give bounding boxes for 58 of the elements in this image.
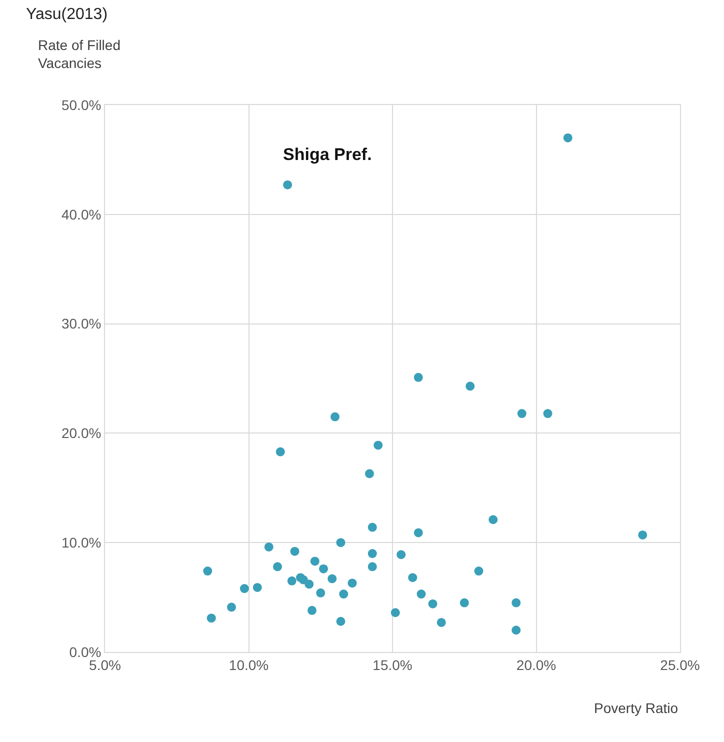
point <box>368 562 377 572</box>
point <box>339 590 348 599</box>
annotation: Shiga Pref. <box>283 145 372 164</box>
y-tick-label: 50.0% <box>61 96 102 113</box>
x-tick-label: 20.0% <box>516 656 556 673</box>
point <box>240 584 249 594</box>
point <box>319 564 328 574</box>
point <box>310 556 320 566</box>
point <box>408 573 418 582</box>
point <box>563 133 572 142</box>
point <box>512 626 521 635</box>
point <box>336 538 346 548</box>
point <box>460 598 469 608</box>
point <box>390 608 400 618</box>
y-axis-title: Rate of Filled Vacancies <box>38 37 120 72</box>
point <box>517 409 526 418</box>
y-tick-label: 40.0% <box>61 206 102 222</box>
x-tick-label: 15.0% <box>372 656 412 673</box>
point <box>227 602 236 612</box>
point <box>365 469 374 478</box>
point <box>290 546 300 556</box>
point <box>336 616 346 626</box>
point <box>203 566 212 576</box>
point <box>428 599 438 608</box>
point <box>252 582 262 592</box>
point <box>308 606 316 615</box>
point <box>436 618 446 627</box>
point <box>304 580 314 589</box>
point <box>206 614 216 623</box>
x-tick-label: 10.0% <box>228 656 269 673</box>
point <box>543 409 552 418</box>
y-tick-label: 20.0% <box>61 425 102 442</box>
point <box>368 549 377 558</box>
point <box>416 590 426 599</box>
point <box>638 530 648 540</box>
point <box>328 574 337 584</box>
text: Yasu(2013) <box>26 6 108 23</box>
x-tick-label: 25.0% <box>660 656 700 673</box>
point <box>368 522 377 532</box>
point <box>316 588 326 598</box>
point <box>474 566 484 576</box>
point <box>287 576 296 586</box>
x-axis-title: Poverty Ratio <box>594 700 678 716</box>
y-tick-label: 30.0% <box>61 316 102 332</box>
point <box>414 372 423 382</box>
point <box>276 447 285 456</box>
point <box>414 528 423 538</box>
y-tick-label: 10.0% <box>61 534 102 550</box>
point <box>283 180 292 190</box>
point <box>396 550 406 560</box>
point <box>273 562 282 572</box>
point <box>264 542 274 552</box>
point <box>488 515 498 524</box>
point <box>330 412 340 422</box>
point <box>512 598 521 608</box>
point <box>466 382 475 391</box>
point <box>374 440 383 450</box>
point <box>348 578 357 588</box>
